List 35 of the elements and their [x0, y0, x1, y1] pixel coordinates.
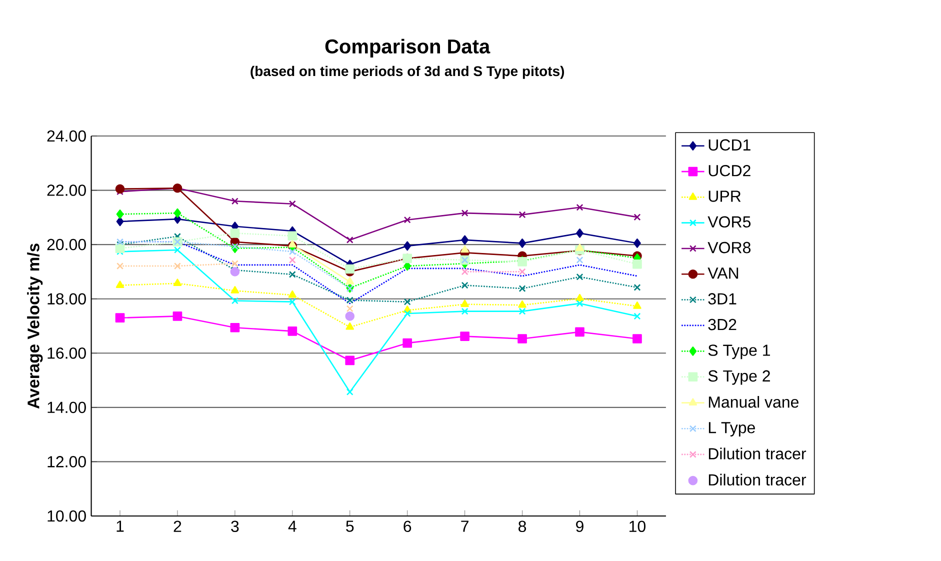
y-tick-label: 22.00	[47, 184, 86, 196]
x-tick-label: 7	[461, 520, 468, 532]
legend-label: L Type	[708, 422, 755, 436]
y-axis-title: Average Velocity m/s	[27, 244, 43, 409]
legend-label: UCD2	[708, 164, 750, 176]
legend-label: S Type 2	[708, 370, 770, 385]
y-tick-label: 18.00	[48, 293, 86, 305]
legend-label: VOR8	[708, 242, 751, 254]
legend-label: Manual vane	[708, 396, 798, 408]
x-tick-label: 3	[231, 520, 239, 532]
x-tick-label: 4	[288, 520, 296, 532]
x-tick-label: 1	[116, 520, 124, 532]
x-tick-label: 9	[576, 520, 584, 532]
x-tick-label: 6	[404, 520, 412, 532]
chart-title: Comparison Data	[325, 38, 490, 58]
x-tick-label: 5	[346, 520, 354, 532]
x-tick-label: 2	[174, 520, 182, 532]
legend-label: Dilution tracer	[708, 474, 806, 486]
y-tick-label: 20.00	[47, 238, 86, 250]
legend-label: S Type 1	[708, 344, 770, 360]
legend-label: VAN	[708, 268, 738, 279]
legend-label: Dilution tracer	[708, 448, 806, 460]
legend-label: 3D1	[708, 293, 736, 304]
y-tick-label: 10.00	[48, 510, 86, 522]
chart-subtitle: (based on time periods of 3d and S Type pitots)	[250, 66, 564, 79]
y-tick-label: 12.00	[48, 456, 86, 468]
legend-label: VOR5	[708, 216, 751, 228]
y-tick-label: 24.00	[47, 130, 86, 142]
y-tick-label: 14.00	[48, 402, 86, 414]
y-tick-label: 16.00	[48, 347, 86, 359]
x-tick-label: 8	[518, 520, 526, 532]
x-tick-label: 10	[630, 520, 646, 532]
legend-label: UCD1	[708, 139, 750, 151]
legend-label: UPR	[708, 190, 741, 202]
legend-label: 3D2	[708, 318, 736, 330]
